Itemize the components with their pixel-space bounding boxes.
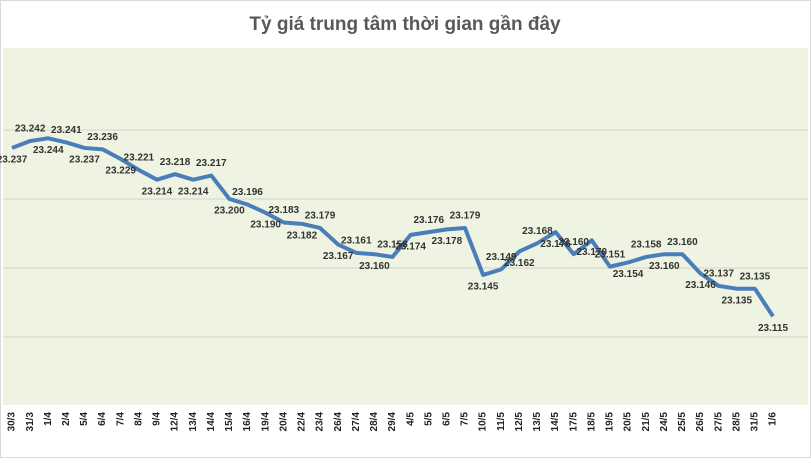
- x-tick-label: 17/5: [568, 412, 579, 432]
- x-tick-label: 20/5: [623, 412, 634, 432]
- data-label: 23.162: [504, 258, 535, 269]
- x-tick-label: 5/5: [423, 412, 434, 426]
- x-tick-label: 11/5: [496, 412, 507, 431]
- x-tick-label: 13/5: [532, 412, 543, 432]
- x-tick-label: 19/4: [260, 412, 271, 432]
- data-label: 23.168: [522, 226, 553, 237]
- x-tick-label: 29/4: [387, 412, 398, 432]
- x-tick-label: 12/4: [170, 412, 181, 432]
- data-label: 23.179: [305, 211, 336, 222]
- data-label: 23.160: [649, 261, 680, 272]
- data-label: 23.237: [69, 155, 100, 166]
- data-label: 23.174: [395, 242, 426, 253]
- data-label: 23.135: [721, 295, 752, 306]
- data-label: 23.182: [287, 230, 318, 241]
- x-tick-label: 1/6: [768, 412, 779, 426]
- data-label: 23.196: [232, 187, 263, 198]
- x-tick-label: 23/4: [315, 412, 326, 432]
- x-tick-label: 31/5: [750, 412, 761, 432]
- data-label: 23.158: [377, 240, 408, 251]
- data-label: 23.137: [703, 269, 734, 280]
- x-tick-label: 26/4: [333, 412, 344, 432]
- data-label: 23.176: [540, 239, 571, 250]
- data-label: 23.146: [685, 280, 716, 291]
- x-tick-label: 6/4: [97, 412, 108, 426]
- data-label: 23.151: [595, 249, 626, 260]
- x-tick-label: 20/4: [278, 412, 289, 432]
- x-tick-label: 7/5: [460, 412, 471, 426]
- x-tick-label: 24/5: [659, 412, 670, 432]
- x-tick-label: 13/4: [188, 412, 199, 432]
- data-label: 23.158: [631, 240, 662, 251]
- data-label: 23.183: [268, 205, 299, 216]
- x-tick-label: 9/4: [152, 412, 163, 426]
- data-label: 23.179: [450, 211, 481, 222]
- data-label: 23.160: [558, 237, 589, 248]
- data-label: 23.154: [613, 269, 644, 280]
- x-tick-label: 4/5: [405, 412, 416, 426]
- x-tick-label: 14/5: [550, 412, 561, 432]
- data-label: 23.244: [33, 145, 64, 156]
- x-tick-label: 19/5: [605, 412, 616, 432]
- x-tick-label: 1/4: [43, 412, 54, 426]
- data-label: 23.115: [758, 323, 788, 334]
- x-tick-label: 28/4: [369, 412, 380, 432]
- x-tick-label: 14/4: [206, 412, 217, 432]
- data-label: 23.200: [214, 206, 245, 217]
- x-tick-label: 25/5: [677, 412, 688, 432]
- data-label: 23.237: [0, 155, 28, 166]
- data-label: 23.190: [250, 219, 281, 230]
- x-tick-label: 2/4: [61, 412, 72, 426]
- data-label: 23.217: [196, 158, 227, 169]
- data-label: 23.214: [178, 186, 209, 197]
- x-tick-label: 7/4: [115, 412, 126, 426]
- plot-area: [3, 48, 808, 405]
- x-tick-label: 15/4: [224, 412, 235, 432]
- data-label: 23.241: [51, 125, 82, 136]
- x-tick-label: 12/5: [514, 412, 525, 432]
- x-tick-label: 8/4: [133, 412, 144, 426]
- data-label: 23.218: [160, 157, 191, 168]
- data-label: 23.160: [359, 261, 390, 272]
- data-label: 23.229: [105, 166, 136, 177]
- x-tick-label: 6/5: [441, 412, 452, 426]
- data-label: 23.170: [577, 247, 608, 258]
- x-tick-label: 5/4: [79, 412, 90, 426]
- x-tick-label: 27/4: [351, 412, 362, 432]
- data-label: 23.145: [468, 282, 499, 293]
- data-label: 23.176: [413, 215, 444, 226]
- x-tick-label: 22/4: [297, 412, 308, 432]
- data-label: 23.161: [341, 235, 372, 246]
- x-tick-label: 16/4: [242, 412, 253, 432]
- data-label: 23.221: [124, 153, 155, 164]
- data-label: 23.214: [142, 186, 173, 197]
- data-label: 23.160: [667, 237, 698, 248]
- x-tick-label: 10/5: [478, 412, 489, 432]
- x-tick-label: 31/3: [25, 412, 36, 432]
- line-series: [11, 136, 775, 318]
- x-tick-label: 28/5: [731, 412, 742, 432]
- x-tick-label: 27/5: [713, 412, 724, 432]
- x-tick-label: 21/5: [641, 412, 652, 432]
- data-label: 23.242: [15, 124, 46, 135]
- x-tick-label: 30/3: [7, 412, 18, 432]
- x-tick-label: 26/5: [695, 412, 706, 432]
- data-label: 23.167: [323, 251, 354, 262]
- data-label: 23.236: [87, 132, 118, 143]
- data-label: 23.178: [432, 236, 463, 247]
- chart-title: Tỷ giá trung tâm thời gian gần đây: [249, 14, 561, 35]
- data-label: 23.135: [740, 271, 771, 282]
- x-tick-label: 18/5: [586, 412, 597, 432]
- data-label: 23.149: [486, 252, 517, 263]
